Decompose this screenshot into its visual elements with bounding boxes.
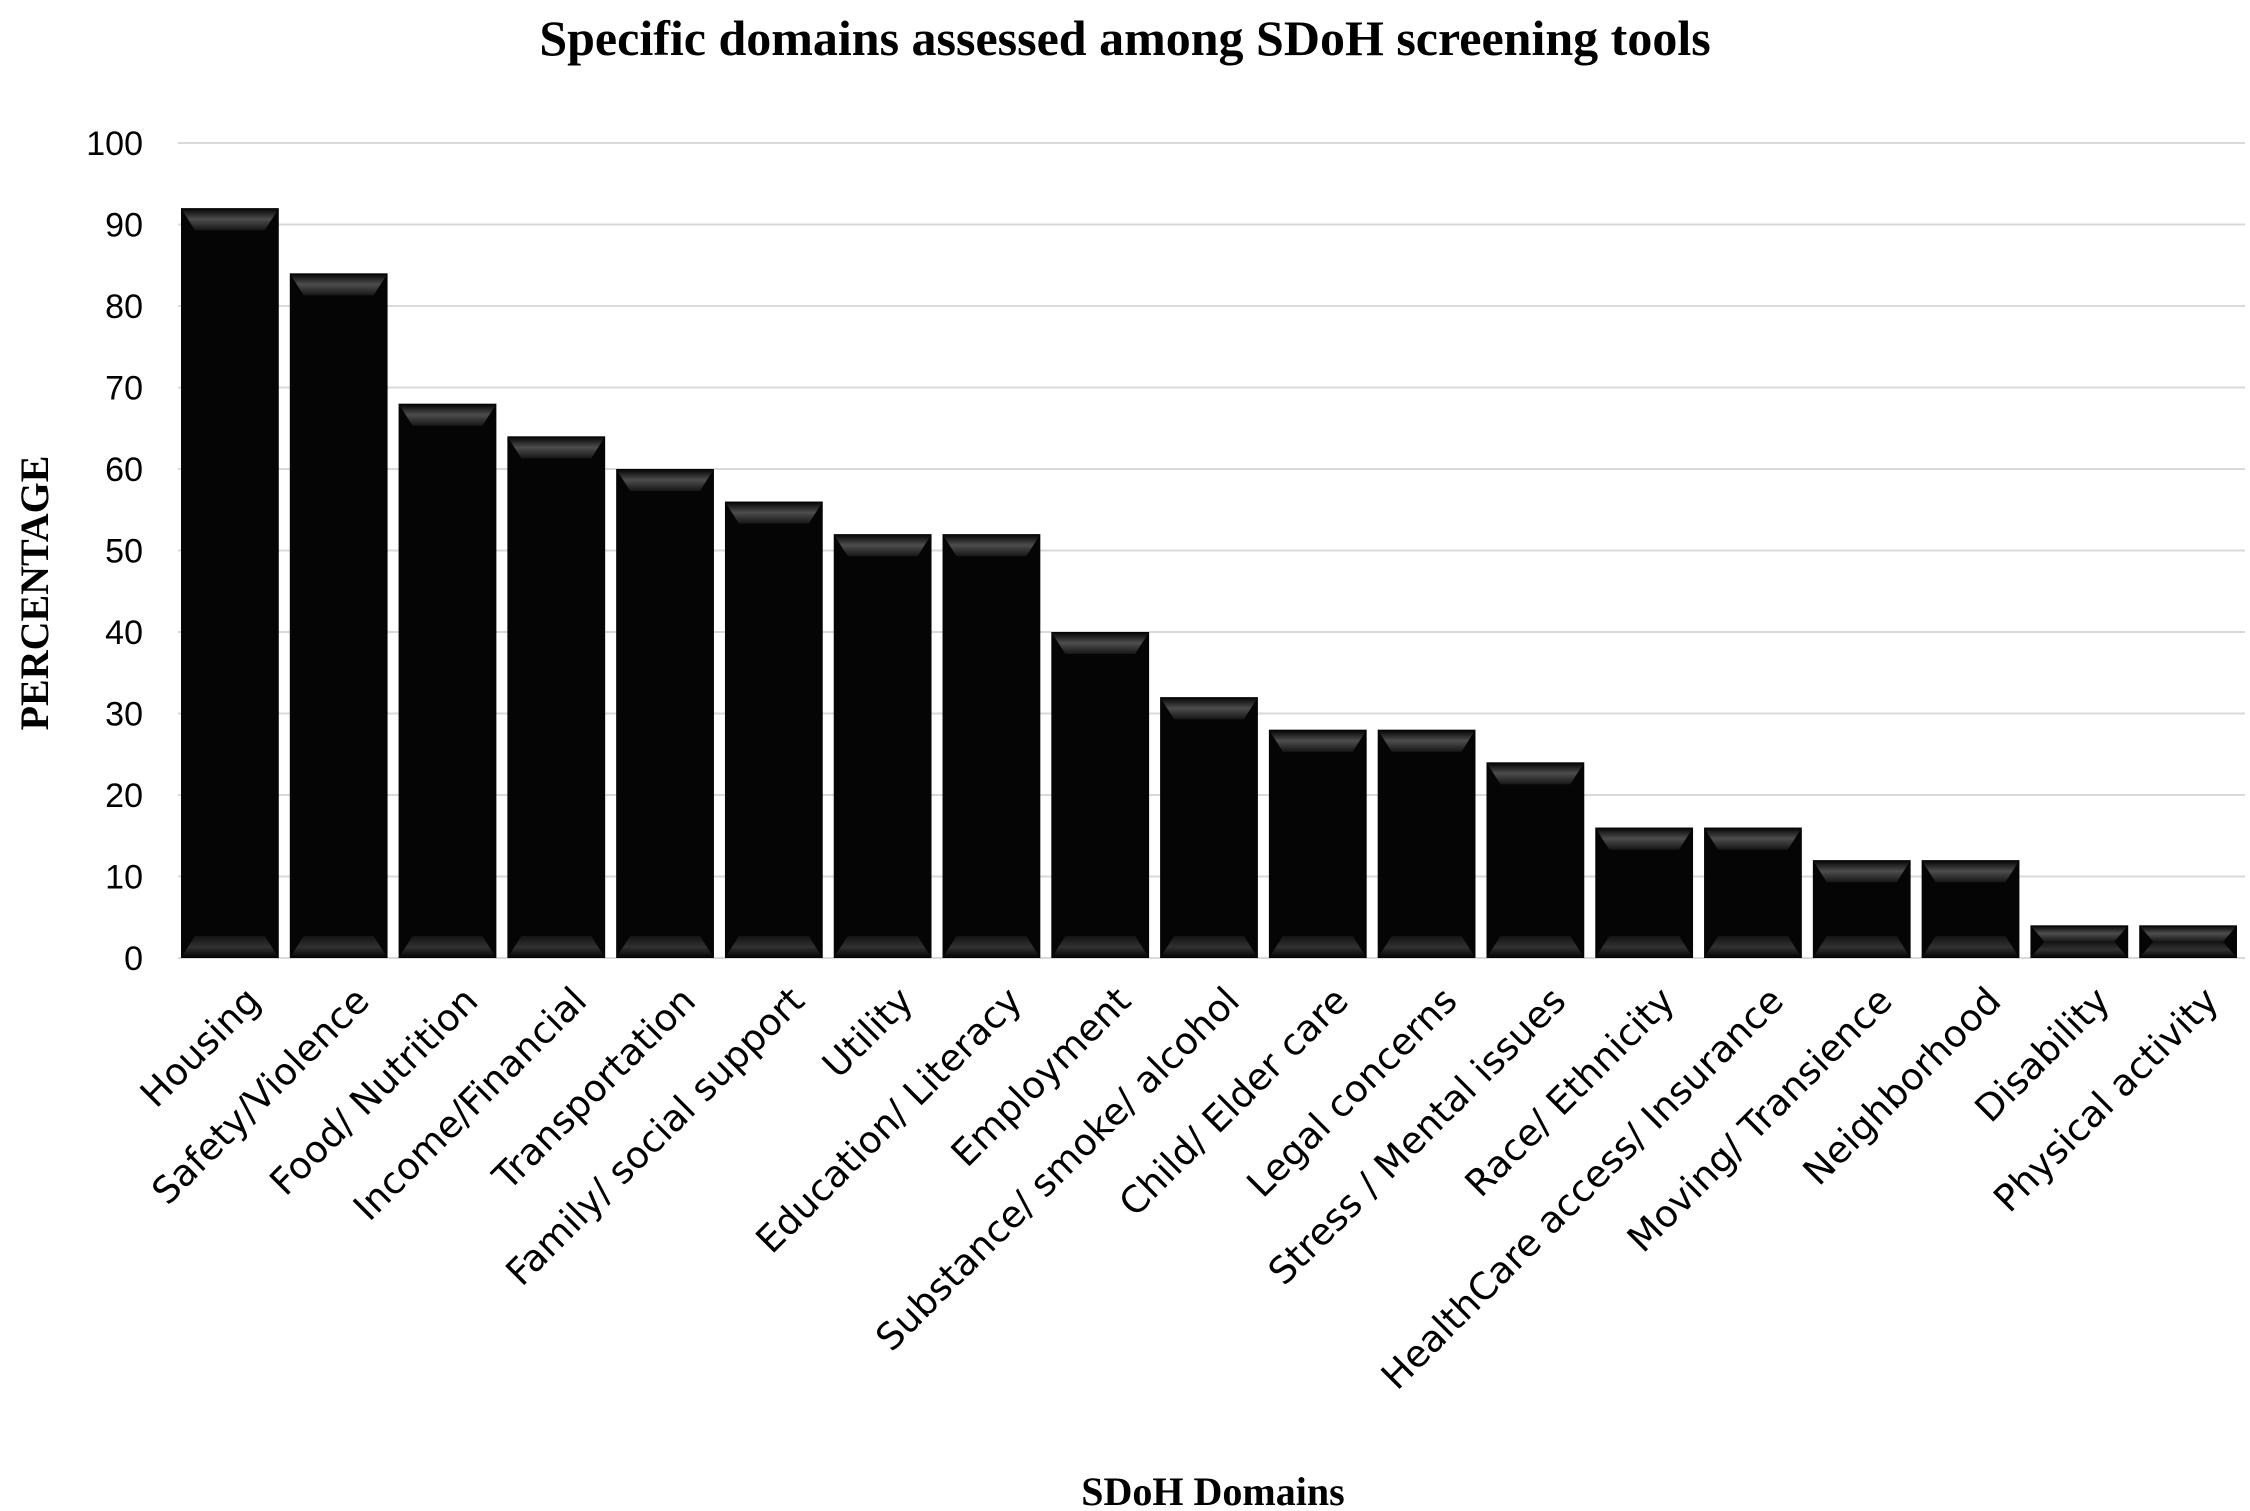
chart-title: Specific domains assessed among SDoH scr… bbox=[539, 10, 1710, 66]
x-category-label: Utility bbox=[814, 979, 921, 1086]
y-tick-label: 30 bbox=[105, 696, 143, 734]
y-tick-label: 20 bbox=[105, 777, 143, 815]
y-tick-label: 70 bbox=[105, 370, 143, 408]
bar bbox=[1921, 860, 2020, 958]
bar bbox=[1812, 860, 1911, 958]
y-tick-label: 80 bbox=[105, 288, 143, 326]
bar bbox=[398, 403, 497, 958]
bar bbox=[2030, 925, 2129, 958]
x-category-label: HealthCare access/ Insurance bbox=[1373, 979, 1792, 1398]
x-category-label: Neighborhood bbox=[1795, 979, 2010, 1194]
bar bbox=[616, 469, 714, 958]
bar bbox=[1377, 729, 1476, 958]
y-tick-label: 100 bbox=[86, 125, 143, 163]
bar bbox=[1160, 697, 1258, 958]
bar bbox=[1704, 827, 1802, 958]
bar bbox=[833, 534, 932, 958]
bar bbox=[1595, 827, 1694, 958]
y-axis-ticks: 0 10 20 30 40 50 60 70 80 90 100 bbox=[86, 125, 143, 978]
bar bbox=[1486, 762, 1585, 958]
bar bbox=[181, 208, 279, 958]
bar bbox=[507, 436, 606, 958]
y-tick-label: 40 bbox=[105, 614, 143, 652]
bar bbox=[289, 273, 388, 958]
y-tick-label: 0 bbox=[124, 940, 143, 978]
y-axis-title: PERCENTAGE bbox=[12, 456, 57, 731]
bar bbox=[724, 501, 823, 958]
y-tick-label: 90 bbox=[105, 207, 143, 245]
x-axis-title: SDoH Domains bbox=[1081, 1469, 1344, 1511]
y-tick-label: 10 bbox=[105, 859, 143, 897]
y-tick-label: 60 bbox=[105, 451, 143, 489]
bar bbox=[1051, 632, 1150, 958]
bar bbox=[2139, 925, 2237, 958]
bar bbox=[1268, 729, 1367, 958]
bar bbox=[942, 534, 1041, 958]
y-tick-label: 50 bbox=[105, 533, 143, 571]
bars bbox=[181, 208, 2237, 958]
